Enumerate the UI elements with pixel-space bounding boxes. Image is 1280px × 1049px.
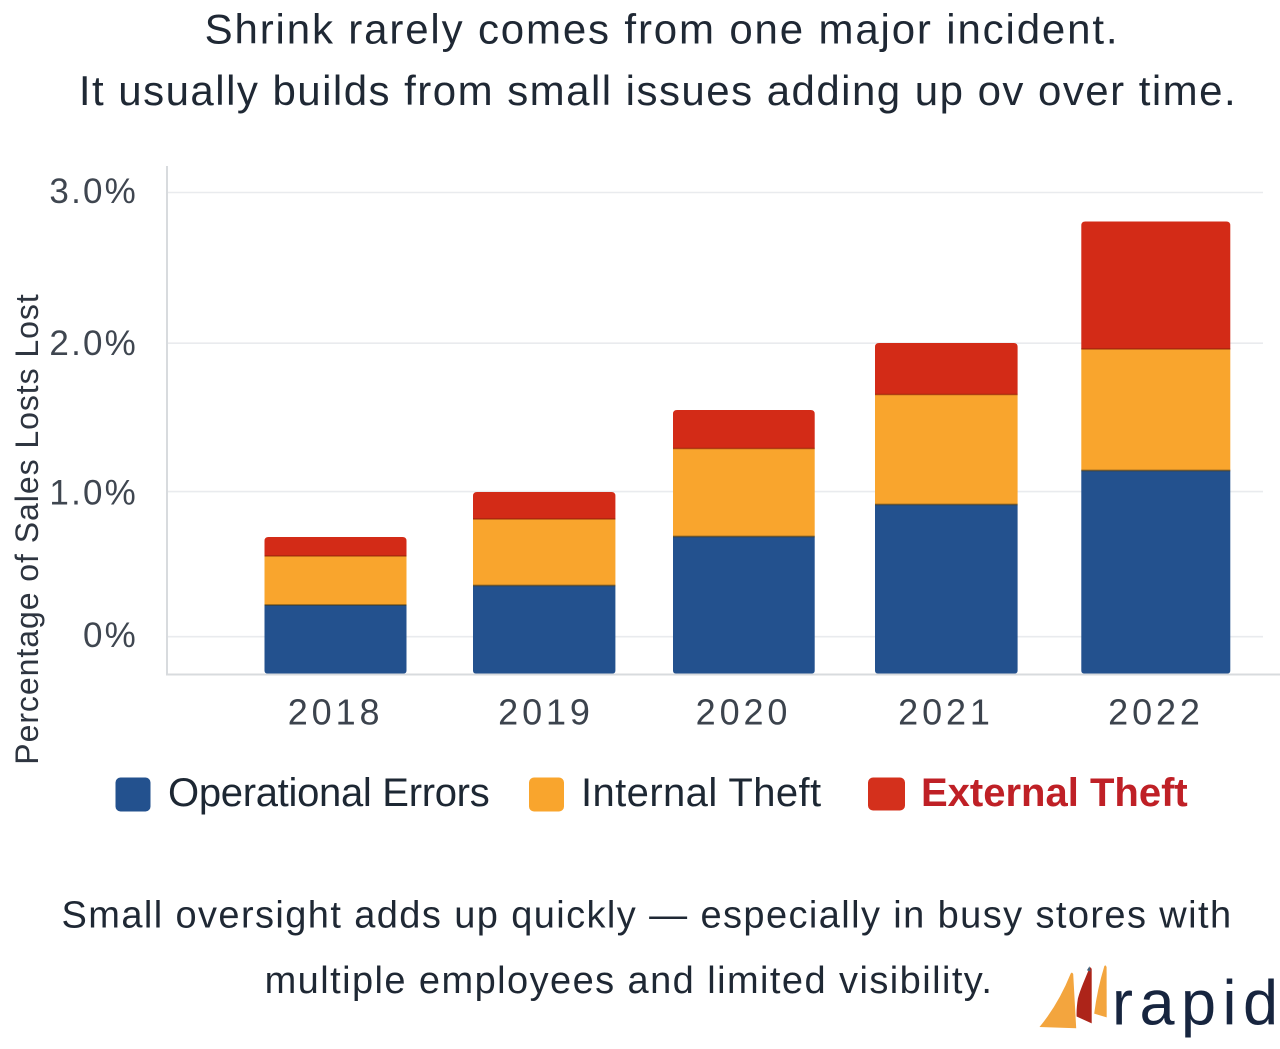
svg-text:It usually builds from small i: It usually builds from small issues addi…	[79, 67, 1237, 114]
svg-text:Operational Errors: Operational Errors	[168, 771, 489, 815]
svg-text:Percentage of Sales Losts Lost: Percentage of Sales Losts Lost	[9, 293, 45, 764]
svg-text:3.0%: 3.0%	[49, 172, 138, 211]
svg-text:2022: 2022	[1108, 692, 1204, 733]
svg-text:External Theft: External Theft	[921, 771, 1188, 815]
svg-text:2019: 2019	[498, 692, 594, 733]
svg-text:Small oversight adds up quickl: Small oversight adds up quickly — especi…	[62, 895, 1233, 937]
svg-text:1.0%: 1.0%	[49, 473, 138, 512]
svg-text:Internal Theft: Internal Theft	[581, 771, 822, 815]
svg-text:2021: 2021	[898, 692, 994, 733]
svg-text:Shrink rarely comes from one m: Shrink rarely comes from one major incid…	[205, 6, 1120, 53]
svg-text:multiple employees and limited: multiple employees and limited visibilit…	[265, 960, 994, 1002]
svg-text:2.0%: 2.0%	[49, 324, 138, 363]
svg-text:2018: 2018	[288, 692, 384, 733]
svg-text:2020: 2020	[696, 692, 792, 733]
svg-text:0%: 0%	[83, 616, 138, 655]
svg-text:rapid: rapid	[1112, 969, 1280, 1039]
